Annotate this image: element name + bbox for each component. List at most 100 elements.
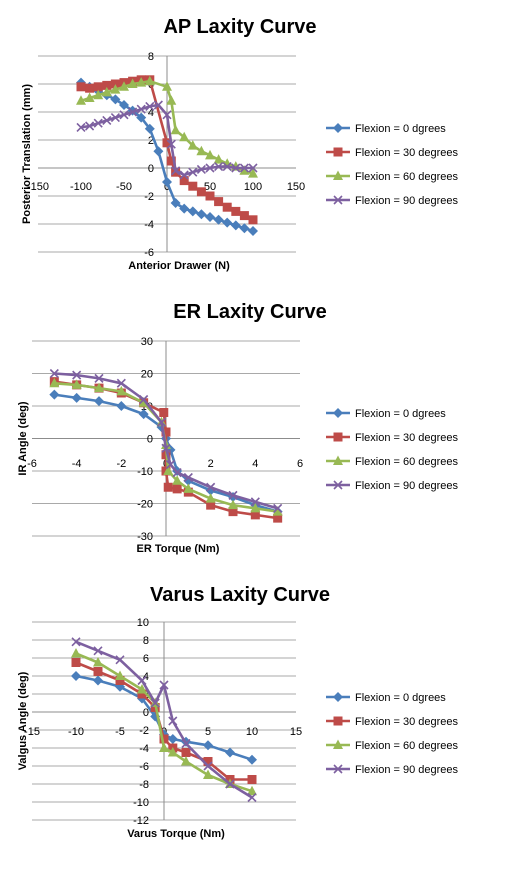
ap-y-tick-label: -4: [144, 219, 154, 231]
ap-data-point: [248, 168, 258, 178]
ap-data-point: [162, 110, 172, 120]
er-legend-marker: [333, 432, 343, 442]
ap-data-point: [76, 95, 86, 105]
ap-data-point: [162, 138, 172, 148]
er-x-tick-label: -4: [72, 458, 82, 470]
ap-data-point: [110, 79, 120, 89]
varus-legend-label: Flexion = 90 degrees: [355, 764, 459, 776]
varus-data-point: [93, 657, 103, 667]
ap-data-point: [85, 121, 95, 131]
ap-data-point: [153, 100, 163, 110]
varus-laxity-chart: Varus Laxity Curve-12-10-8-6-4-20246810-…: [0, 575, 513, 869]
ap-data-point: [85, 83, 95, 93]
ap-data-point: [144, 123, 155, 134]
varus-x-tick-label: 15: [290, 726, 302, 738]
varus-y-tick-label: 10: [137, 617, 149, 629]
varus-y-tick-label: 8: [143, 635, 149, 647]
varus-data-point: [93, 675, 103, 686]
ap-data-point: [128, 107, 138, 117]
ap-data-point: [239, 163, 249, 173]
varus-data-point: [115, 676, 125, 685]
ap-data-point: [196, 145, 207, 156]
varus-data-point: [137, 689, 147, 699]
er-data-point: [206, 482, 216, 492]
varus-legend: Flexion = 0 dgrees Flexion = 30 degrees Fl…: [326, 692, 459, 776]
er-y-axis-title: IR Angle (deg): [17, 401, 29, 475]
ap-data-point: [222, 202, 232, 212]
ap-data-point: [213, 154, 224, 164]
er-legend-label: Flexion = 90 degrees: [355, 480, 459, 492]
ap-x-tick-label: -100: [70, 181, 92, 193]
varus-data-point: [247, 754, 257, 765]
varus-data-point: [203, 769, 213, 779]
er-x-tick-label: 2: [208, 458, 214, 470]
er-data-point: [139, 394, 149, 405]
ap-data-point: [248, 226, 258, 236]
er-y-tick-label: 0: [147, 434, 153, 446]
ap-legend-marker: [333, 195, 343, 205]
ap-data-point: [162, 177, 172, 187]
ap-legend-label: Flexion = 90 degrees: [355, 195, 459, 207]
er-y-tick-label: 30: [141, 336, 153, 348]
er-data-point: [94, 396, 104, 407]
er-data-point: [49, 368, 59, 379]
er-legend-label: Flexion = 0 dgrees: [355, 408, 446, 420]
er-series-line: [54, 372, 279, 510]
varus-chart-title: Varus Laxity Curve: [150, 584, 330, 606]
er-data-point: [49, 377, 60, 388]
varus-legend-marker: [333, 692, 343, 702]
er-data-point: [71, 379, 82, 389]
varus-data-point: [203, 757, 213, 766]
varus-y-tick-label: -6: [139, 761, 149, 773]
ap-y-tick-label: -2: [144, 191, 154, 203]
varus-legend-marker: [333, 716, 343, 726]
ap-data-point: [170, 198, 181, 208]
ap-data-point: [119, 100, 129, 110]
er-data-point: [250, 497, 260, 507]
varus-data-point: [71, 658, 81, 667]
ap-y-tick-label: 4: [148, 107, 154, 119]
er-y-tick-label: -30: [137, 531, 153, 543]
er-data-point: [116, 401, 127, 411]
ap-y-axis-title: Posterior Translation (mm): [21, 84, 33, 224]
er-x-tick-label: 4: [252, 458, 258, 470]
er-data-point: [250, 510, 260, 520]
ap-data-point: [213, 214, 224, 225]
er-x-axis-title: ER Torque (Nm): [137, 543, 220, 555]
varus-data-point: [71, 671, 81, 681]
er-data-point: [183, 483, 194, 493]
ap-data-point: [239, 223, 250, 234]
er-data-point: [183, 472, 193, 483]
ap-data-point: [110, 113, 120, 123]
varus-data-point: [247, 792, 257, 803]
ap-data-point: [119, 110, 129, 120]
varus-data-point: [93, 646, 103, 656]
er-laxity-chart: ER Laxity Curve-30-20-100102030-6-4-2024…: [0, 290, 513, 570]
er-legend-label: Flexion = 60 degrees: [355, 456, 459, 468]
varus-data-point: [137, 684, 147, 694]
ap-data-point: [230, 220, 241, 231]
varus-x-axis-title: Varus Torque (Nm): [127, 828, 225, 840]
er-data-point: [163, 465, 174, 475]
ap-data-point: [162, 81, 172, 91]
er-y-tick-label: 20: [141, 369, 153, 381]
er-data-point: [228, 507, 238, 517]
varus-x-tick-label: 10: [246, 726, 258, 738]
varus-data-point: [181, 748, 191, 757]
ap-data-point: [205, 212, 215, 222]
varus-data-point: [137, 675, 147, 686]
ap-data-point: [102, 80, 112, 90]
er-series-line: [54, 382, 278, 513]
varus-y-tick-label: -8: [139, 779, 149, 791]
varus-legend-marker: [333, 739, 343, 749]
ap-data-point: [119, 81, 129, 91]
ap-data-point: [179, 176, 189, 186]
ap-x-tick-label: -50: [116, 181, 132, 193]
varus-data-point: [115, 670, 125, 680]
er-data-point: [172, 475, 183, 485]
er-y-tick-label: -10: [137, 466, 153, 478]
ap-series-flexion-90-degrees: [76, 100, 258, 180]
ap-data-point: [144, 75, 155, 86]
ap-data-point: [101, 86, 112, 97]
varus-x-tick-label: -15: [24, 726, 40, 738]
